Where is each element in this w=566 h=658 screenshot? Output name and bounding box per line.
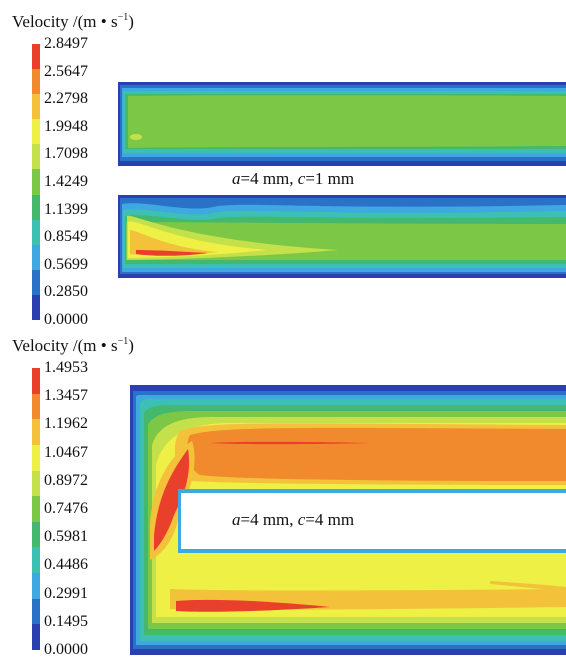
colorbar-tick-label: 2.2798 <box>44 90 88 108</box>
colorbar-segment <box>32 144 40 170</box>
colorbar-tick-label: 0.0000 <box>44 641 88 658</box>
colorbar-segment <box>32 419 40 446</box>
colorbar-tick-label: 1.4249 <box>44 173 88 190</box>
colorbar-tick-label: 2.5647 <box>44 62 88 80</box>
colorbar-segment <box>32 368 40 395</box>
colorbar-title-exponent: −1 <box>117 336 129 347</box>
colorbar-segment <box>32 269 40 296</box>
annotation-a-var: a <box>232 169 241 188</box>
colorbar-tick-label: 1.1399 <box>44 200 88 218</box>
colorbar-title-suffix: ) <box>128 336 134 355</box>
colorbar-segment <box>32 294 40 321</box>
colorbar-segment <box>32 69 40 95</box>
colorbar-tick-label: 1.1962 <box>44 415 88 433</box>
colorbar-tick-label: 2.8497 <box>44 35 88 52</box>
colorbar-segment <box>32 444 40 472</box>
colorbar-segment <box>32 496 40 523</box>
colorbar-segment <box>32 44 40 70</box>
colorbar-segment <box>32 219 40 246</box>
annotation-c-var: c <box>297 510 306 529</box>
annotation-c-text: =4 mm <box>305 510 355 529</box>
colorbar-tick-label: 0.1495 <box>44 612 88 630</box>
colorbar-tick-label: 1.0467 <box>44 443 88 461</box>
colorbar-segment <box>32 521 40 548</box>
colorbar-segment <box>32 598 40 625</box>
geometry-annotation: a=4 mm, c=1 mm <box>232 169 354 189</box>
colorbar-segment <box>32 547 40 574</box>
colorbar-segment <box>32 624 40 651</box>
colorbar-tick-label: 0.8549 <box>44 228 88 246</box>
velocity-contour-field <box>130 385 566 655</box>
colorbar-tick-label: 1.9948 <box>44 117 88 135</box>
colorbar-segment <box>32 393 40 420</box>
colorbar-tick-label: 0.5699 <box>44 255 88 273</box>
colorbar-tick-label: 1.4953 <box>44 359 88 376</box>
colorbar-title: Velocity /(m • s−1) <box>12 12 134 32</box>
velocity-panel-top: Velocity /(m • s−1) 2.8497 2.5647 2.2798 1.… <box>12 12 566 328</box>
annotation-a-text: =4 mm, <box>240 510 298 529</box>
colorbar-tick-label: 0.5981 <box>44 528 88 546</box>
colorbar-segment <box>32 119 40 145</box>
colorbar-tick-label: 0.7476 <box>44 500 88 517</box>
colorbar-segment <box>32 573 40 600</box>
annotation-a-text: =4 mm, <box>240 169 298 188</box>
colorbar-segment <box>32 194 40 221</box>
colorbar-tick-label: 0.4486 <box>44 556 88 574</box>
colorbar-title-text: Velocity /(m • s <box>12 336 118 355</box>
colorbar-tick-label: 1.7098 <box>44 145 88 163</box>
colorbar-segment <box>32 94 40 120</box>
colorbar-segment <box>32 470 40 497</box>
annotation-c-var: c <box>297 169 306 188</box>
colorbar <box>32 44 40 321</box>
colorbar-title-text: Velocity /(m • s <box>12 12 118 31</box>
colorbar <box>32 368 40 651</box>
colorbar-segment <box>32 169 40 196</box>
annotation-c-text: =1 mm <box>305 169 355 188</box>
colorbar-tick-label: 0.0000 <box>44 311 88 328</box>
velocity-contour-field <box>118 82 566 278</box>
colorbar-title: Velocity /(m • s−1) <box>12 336 134 356</box>
colorbar-tick-label: 1.3457 <box>44 387 88 405</box>
colorbar-title-suffix: ) <box>128 12 134 31</box>
geometry-annotation: a=4 mm, c=4 mm <box>232 510 354 530</box>
velocity-panel-bottom: Velocity /(m • s−1) 1.4953 1.3457 1.1962 1.… <box>0 330 566 658</box>
annotation-a-var: a <box>232 510 241 529</box>
colorbar-tick-label: 0.2850 <box>44 283 88 301</box>
colorbar-segment <box>32 244 40 271</box>
colorbar-tick-label: 0.8972 <box>44 471 88 489</box>
colorbar-tick-label: 0.2991 <box>44 584 88 602</box>
colorbar-title-exponent: −1 <box>117 12 129 23</box>
